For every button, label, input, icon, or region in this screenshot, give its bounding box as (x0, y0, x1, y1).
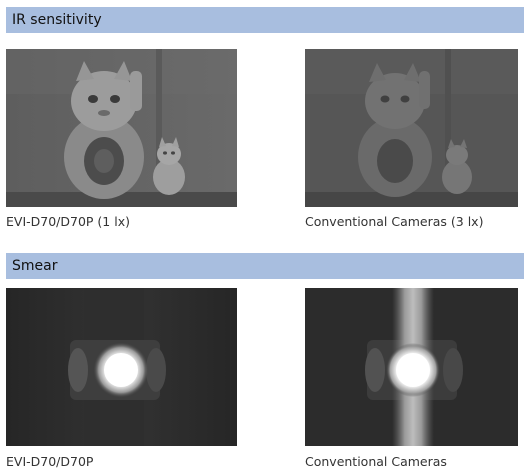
section-header-ir-sensitivity: IR sensitivity (6, 7, 524, 33)
section-title: Smear (12, 258, 58, 274)
caption-smear-evi-d70: EVI-D70/D70P (6, 454, 94, 469)
caption-ir-conventional: Conventional Cameras (3 lx) (305, 214, 484, 229)
ir-photo-evi-d70 (6, 49, 237, 207)
caption-ir-evi-d70: EVI-D70/D70P (1 lx) (6, 214, 130, 229)
section-title: IR sensitivity (12, 12, 102, 28)
caption-smear-conventional: Conventional Cameras (305, 454, 447, 469)
smear-photo-evi-d70 (6, 288, 237, 446)
section-header-smear: Smear (6, 253, 524, 279)
smear-photo-conventional (305, 288, 518, 446)
ir-photo-conventional (305, 49, 518, 207)
